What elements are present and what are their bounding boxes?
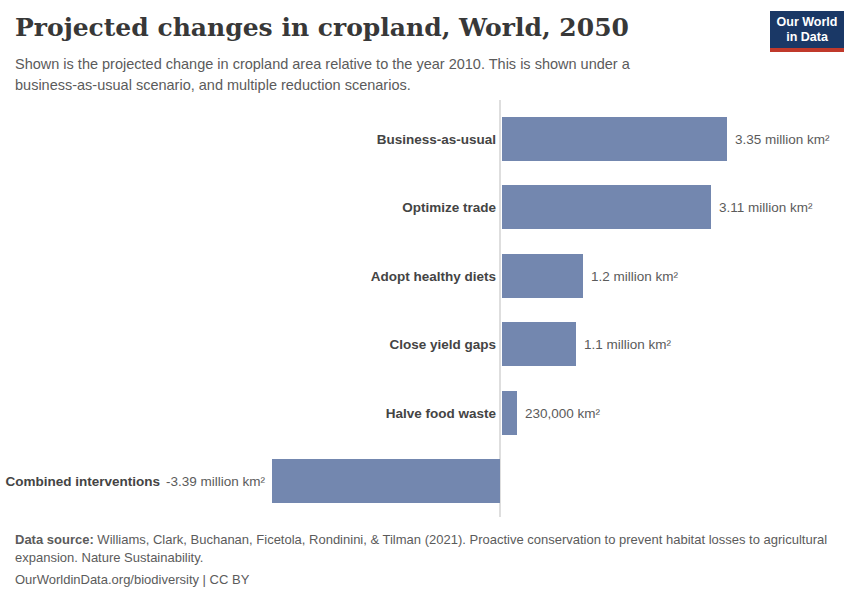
footer-separator: | [199, 572, 210, 587]
chart-footer: Data source: Williams, Clark, Buchanan, … [15, 531, 843, 589]
bar [502, 185, 711, 229]
bar [502, 254, 583, 298]
zero-axis-line [499, 100, 501, 517]
bar-row-labels: Business-as-usual [0, 117, 496, 161]
bar-row-labels: Combined interventions -3.39 million km² [0, 459, 265, 503]
bar-row-labels: Close yield gaps [0, 322, 496, 366]
value-label: -3.39 million km² [166, 474, 265, 489]
data-source-prefix: Data source: [15, 532, 94, 547]
chart-area: 3.35 million km² Business-as-usual 3.11 mi… [0, 100, 850, 517]
value-label: 1.1 million km² [584, 322, 671, 366]
value-label: 3.11 million km² [719, 185, 813, 229]
bar-row-labels: Adopt healthy diets [0, 254, 496, 298]
bar [502, 322, 576, 366]
owid-logo[interactable]: Our World in Data [770, 11, 844, 52]
category-label: Halve food waste [386, 406, 496, 421]
owid-logo-line2: in Data [772, 30, 842, 45]
category-label: Optimize trade [402, 200, 496, 215]
category-label: Adopt healthy diets [371, 269, 496, 284]
bar [272, 459, 500, 503]
value-label: 230,000 km² [525, 391, 600, 435]
license-label: CC BY [210, 572, 250, 587]
category-label: Combined interventions [5, 474, 160, 489]
page-title: Projected changes in cropland, World, 20… [15, 13, 755, 42]
owid-logo-line1: Our World [772, 15, 842, 30]
chart-figure: Projected changes in cropland, World, 20… [0, 0, 850, 600]
bar [502, 117, 727, 161]
owid-url-link[interactable]: OurWorldinData.org/biodiversity [15, 572, 199, 587]
value-label: 3.35 million km² [735, 117, 830, 161]
data-source-note: Data source: Williams, Clark, Buchanan, … [15, 531, 843, 567]
value-label: 1.2 million km² [591, 254, 678, 298]
category-label: Close yield gaps [389, 337, 496, 352]
bar-row-labels: Halve food waste [0, 391, 496, 435]
footer-link-row: OurWorldinData.org/biodiversity | CC BY [15, 571, 843, 589]
data-source-text: Williams, Clark, Buchanan, Ficetola, Ron… [15, 532, 827, 565]
category-label: Business-as-usual [377, 132, 496, 147]
bar [502, 391, 517, 435]
bar-row-labels: Optimize trade [0, 185, 496, 229]
chart-subtitle: Shown is the projected change in croplan… [15, 54, 670, 96]
